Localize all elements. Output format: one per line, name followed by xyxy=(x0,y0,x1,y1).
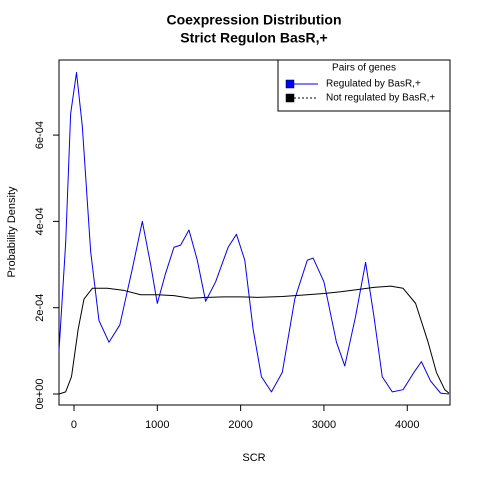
y-tick-label: 2e-04 xyxy=(34,294,46,322)
x-tick-label: 0 xyxy=(71,419,77,431)
x-tick-label: 1000 xyxy=(145,419,169,431)
plot-frame xyxy=(58,59,451,406)
line-series xyxy=(58,285,450,395)
y-tick-label: 6e-04 xyxy=(34,121,46,149)
x-tick-label: 4000 xyxy=(395,419,419,431)
chart-subtitle: Strict Regulon BasR,+ xyxy=(180,30,327,46)
y-axis-label: Probability Density xyxy=(6,186,18,278)
line-series xyxy=(58,72,449,395)
y-tick-label: 0e+00 xyxy=(34,379,46,410)
x-tick-label: 3000 xyxy=(312,419,336,431)
legend-title: Pairs of genes xyxy=(332,63,396,74)
legend-box xyxy=(277,59,451,112)
x-tick-label: 2000 xyxy=(228,419,252,431)
legend-swatch xyxy=(285,93,295,103)
x-axis-label: SCR xyxy=(242,452,265,464)
legend-label: Not regulated by BasR,+ xyxy=(326,93,435,104)
chart-title: Coexpression Distribution xyxy=(166,12,341,28)
legend-label: Regulated by BasR,+ xyxy=(326,79,421,90)
legend-swatch xyxy=(285,79,295,89)
y-tick-label: 4e-04 xyxy=(34,207,46,235)
